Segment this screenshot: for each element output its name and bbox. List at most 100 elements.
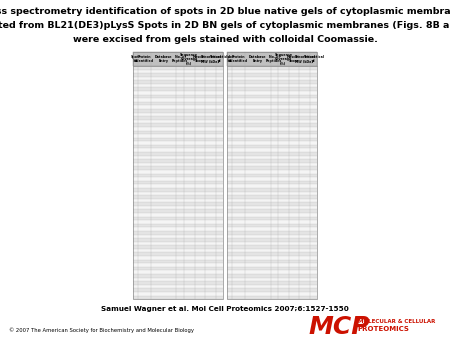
Bar xyxy=(227,252,317,256)
Text: Protein
Identified: Protein Identified xyxy=(136,55,154,64)
Text: Theoretical
pI: Theoretical pI xyxy=(303,55,324,64)
Bar xyxy=(227,141,317,145)
Bar xyxy=(227,206,317,210)
Bar xyxy=(133,210,223,213)
Bar xyxy=(133,138,223,141)
Bar xyxy=(227,288,317,292)
Text: isolated from BL21(DE3)pLysS Spots in 2D BN gels of cytoplasmic membranes (Figs.: isolated from BL21(DE3)pLysS Spots in 2D… xyxy=(0,21,450,30)
Bar xyxy=(227,274,317,277)
Bar xyxy=(227,127,317,130)
Bar xyxy=(227,91,317,95)
Bar xyxy=(133,213,223,217)
Text: No. of
Peptides: No. of Peptides xyxy=(172,55,189,64)
Bar xyxy=(133,109,223,113)
Text: Database
Entry: Database Entry xyxy=(249,55,267,64)
Text: Spot
No.: Spot No. xyxy=(225,55,234,64)
Bar xyxy=(133,263,223,267)
Bar xyxy=(133,166,223,170)
Bar xyxy=(133,145,223,148)
Bar xyxy=(227,70,317,73)
Bar xyxy=(227,166,317,170)
Bar xyxy=(227,148,317,152)
Bar xyxy=(227,170,317,174)
Bar xyxy=(227,260,317,263)
Bar xyxy=(133,288,223,292)
Text: PROTEOMICS: PROTEOMICS xyxy=(358,325,410,332)
Bar xyxy=(227,120,317,123)
Bar xyxy=(133,184,223,188)
Bar xyxy=(227,73,317,77)
Bar xyxy=(133,70,223,73)
Bar xyxy=(133,127,223,130)
Bar xyxy=(227,202,317,206)
Bar xyxy=(227,277,317,281)
Bar xyxy=(133,206,223,210)
Bar xyxy=(227,109,317,113)
Bar xyxy=(133,192,223,195)
Text: Theoretical
pI: Theoretical pI xyxy=(209,55,230,64)
Bar xyxy=(227,238,317,242)
Bar xyxy=(133,238,223,242)
Bar xyxy=(227,220,317,224)
Bar xyxy=(227,188,317,192)
Bar xyxy=(227,84,317,88)
Bar xyxy=(227,181,317,184)
Text: MCP: MCP xyxy=(308,315,370,338)
Text: Mass spectrometry identification of spots in 2D blue native gels of cytoplasmic : Mass spectrometry identification of spot… xyxy=(0,7,450,16)
Text: Theoretical
MW (kDa): Theoretical MW (kDa) xyxy=(294,55,315,64)
Bar xyxy=(133,220,223,224)
Bar xyxy=(133,235,223,238)
Bar xyxy=(227,210,317,213)
Bar xyxy=(227,245,317,249)
Bar xyxy=(227,192,317,195)
Bar xyxy=(133,95,223,98)
Bar xyxy=(227,217,317,220)
Bar xyxy=(133,105,223,109)
Bar xyxy=(227,163,317,166)
Bar xyxy=(133,163,223,166)
Bar xyxy=(133,292,223,295)
Text: Database
Entry: Database Entry xyxy=(155,55,173,64)
Bar xyxy=(227,102,317,105)
Bar xyxy=(133,113,223,116)
Bar xyxy=(133,120,223,123)
Bar xyxy=(227,227,317,231)
Bar xyxy=(227,249,317,252)
Text: © 2007 The American Society for Biochemistry and Molecular Biology: © 2007 The American Society for Biochemi… xyxy=(9,328,194,333)
Bar xyxy=(227,155,317,159)
Bar xyxy=(133,202,223,206)
Bar xyxy=(133,217,223,220)
Text: Samuel Wagner et al. Mol Cell Proteomics 2007;6:1527-1550: Samuel Wagner et al. Mol Cell Proteomics… xyxy=(101,306,349,312)
Bar xyxy=(133,123,223,127)
Bar xyxy=(133,155,223,159)
Bar xyxy=(227,105,317,109)
Bar xyxy=(133,195,223,199)
Bar xyxy=(227,152,317,155)
Bar xyxy=(133,52,223,299)
Bar xyxy=(133,267,223,270)
Bar xyxy=(227,295,317,299)
Bar xyxy=(133,295,223,299)
Bar xyxy=(133,281,223,285)
Bar xyxy=(133,73,223,77)
Bar xyxy=(133,66,223,70)
Bar xyxy=(133,91,223,95)
Bar xyxy=(133,52,223,66)
Bar xyxy=(227,242,317,245)
Bar xyxy=(133,199,223,202)
Text: Sequence
Coverage
(%): Sequence Coverage (%) xyxy=(180,53,198,66)
Bar xyxy=(133,102,223,105)
Bar xyxy=(133,285,223,288)
Bar xyxy=(133,141,223,145)
Bar xyxy=(227,235,317,238)
Bar xyxy=(227,77,317,80)
Bar xyxy=(133,274,223,277)
Bar xyxy=(133,98,223,102)
Bar xyxy=(133,231,223,235)
Bar xyxy=(227,98,317,102)
Bar xyxy=(133,188,223,192)
Bar xyxy=(227,80,317,84)
Bar xyxy=(227,256,317,260)
Bar xyxy=(227,285,317,288)
Bar xyxy=(133,277,223,281)
